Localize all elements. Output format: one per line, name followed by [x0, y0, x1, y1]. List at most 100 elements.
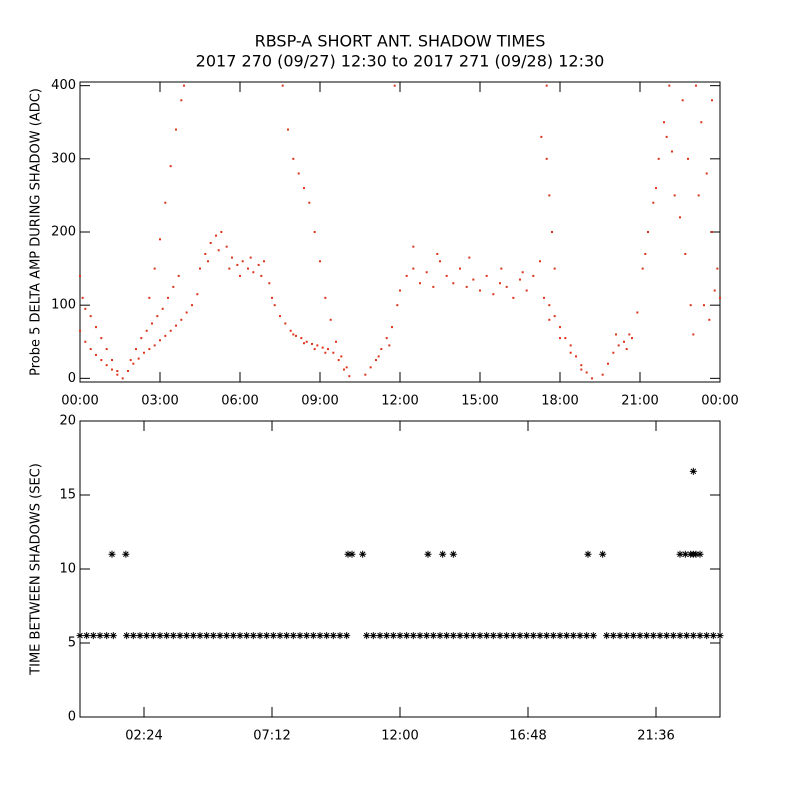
point [500, 267, 503, 270]
point [623, 340, 625, 343]
point [209, 241, 212, 244]
point [164, 334, 167, 337]
point [204, 252, 207, 255]
point [516, 632, 524, 640]
point [209, 632, 217, 640]
y-tick-label: 0 [68, 371, 76, 386]
point [136, 632, 144, 640]
x-tick-label: 18:00 [541, 394, 578, 409]
point [83, 632, 91, 640]
point [103, 632, 111, 640]
point [711, 231, 713, 233]
point [543, 632, 551, 640]
point [424, 550, 432, 558]
point [284, 322, 287, 325]
point [153, 267, 156, 270]
point [436, 632, 444, 640]
point [263, 632, 271, 640]
point [343, 632, 351, 640]
point [465, 285, 468, 288]
point [663, 632, 671, 640]
point [569, 351, 572, 354]
point [536, 632, 544, 640]
point [641, 267, 644, 270]
point [644, 252, 647, 255]
point [509, 632, 517, 640]
point [669, 632, 677, 640]
point [716, 632, 724, 640]
point [679, 216, 681, 219]
point [689, 304, 692, 307]
point [151, 322, 153, 325]
point [719, 296, 721, 299]
point [396, 304, 399, 307]
point [313, 231, 316, 233]
point [167, 296, 169, 299]
x-tick-label: 16:48 [509, 729, 546, 744]
point [472, 278, 475, 281]
point [697, 194, 700, 197]
point [499, 282, 501, 285]
point [703, 632, 711, 640]
point [292, 157, 295, 160]
point [449, 550, 457, 558]
point [327, 348, 329, 351]
point [576, 632, 584, 640]
x-tick-label: 21:00 [621, 394, 658, 409]
point [156, 315, 159, 318]
point [84, 307, 87, 310]
point [681, 550, 689, 558]
point [636, 311, 639, 314]
point [340, 355, 343, 358]
point [585, 371, 588, 374]
point [559, 337, 561, 340]
point [564, 337, 567, 340]
point [599, 550, 607, 558]
point [129, 359, 132, 362]
point [647, 231, 649, 233]
x-tick-label: 21:36 [637, 729, 674, 744]
point [252, 271, 255, 274]
point [364, 373, 367, 376]
point [121, 377, 124, 380]
point [681, 99, 684, 102]
point [559, 326, 561, 329]
point [199, 267, 201, 270]
point [468, 256, 471, 259]
point [148, 348, 151, 351]
point [525, 289, 528, 292]
point [225, 245, 228, 248]
point [79, 274, 81, 277]
point [665, 135, 668, 138]
point [591, 377, 593, 380]
point [236, 263, 239, 266]
point [343, 368, 345, 371]
point [323, 632, 331, 640]
point [376, 632, 384, 640]
point [287, 128, 289, 131]
point [359, 550, 367, 558]
y-tick-label: 200 [51, 225, 76, 240]
point [324, 296, 327, 299]
point [393, 84, 396, 87]
point [617, 344, 620, 347]
point [137, 357, 140, 360]
point [176, 632, 184, 640]
point [249, 632, 257, 640]
point [163, 632, 171, 640]
point [663, 121, 665, 124]
point [191, 304, 193, 307]
point [305, 340, 308, 343]
point [432, 285, 435, 288]
point [456, 632, 464, 640]
y-tick-label: 15 [59, 488, 76, 503]
chart-subtitle: 2017 270 (09/27) 12:30 to 2017 271 (09/2… [196, 52, 605, 71]
point [695, 84, 697, 87]
point [79, 329, 81, 332]
point [609, 632, 617, 640]
point [169, 329, 172, 332]
point [489, 632, 497, 640]
point [683, 632, 691, 640]
point [463, 632, 471, 640]
